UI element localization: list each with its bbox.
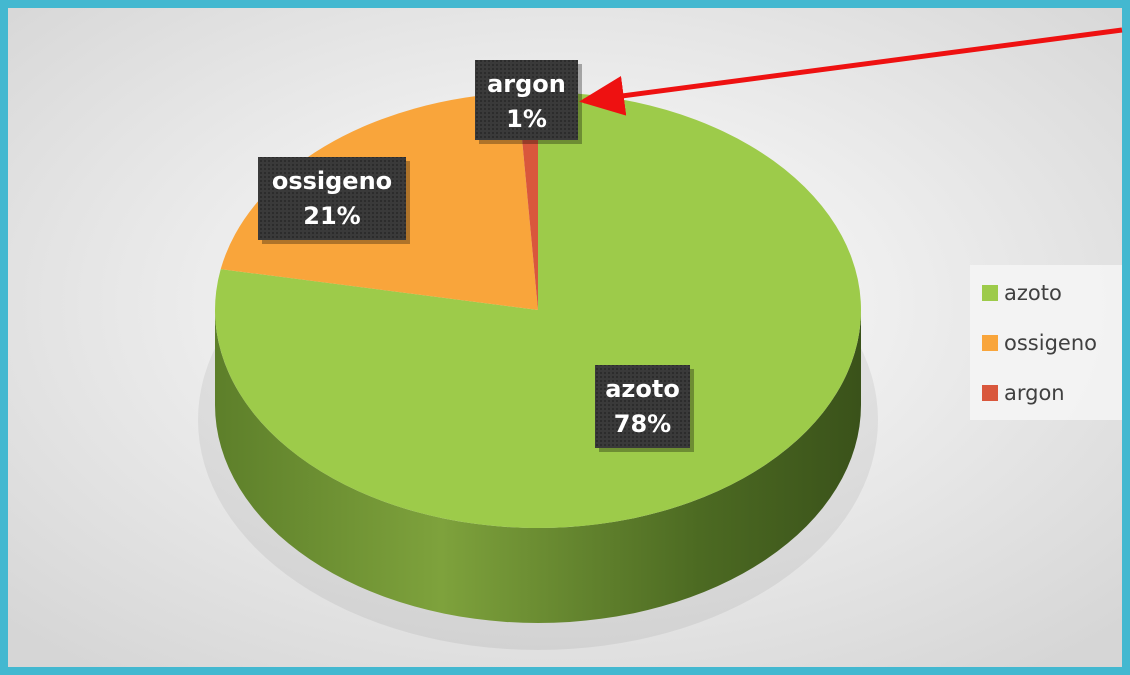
label-box: [475, 60, 578, 140]
label-value: 78%: [614, 410, 671, 438]
legend-swatch: [982, 285, 998, 301]
label-box: [595, 365, 690, 448]
data-labels: azoto 78% ossigeno 21% argon 1%: [258, 60, 694, 452]
label-value: 1%: [506, 105, 547, 133]
legend-label: argon: [1004, 381, 1065, 405]
label-name: ossigeno: [272, 167, 392, 195]
slice-side: [215, 310, 861, 623]
slice: [517, 92, 538, 310]
slice: [215, 92, 862, 528]
label-box: [258, 157, 406, 240]
legend-label: azoto: [1004, 281, 1062, 305]
label-name: argon: [487, 70, 566, 98]
legend-swatch: [982, 335, 998, 351]
label-name: azoto: [605, 375, 680, 403]
legend-label: ossigeno: [1004, 331, 1097, 355]
legend-swatch: [982, 385, 998, 401]
legend: azoto ossigeno argon: [982, 281, 1097, 405]
label-value: 21%: [303, 202, 360, 230]
arrow: [579, 27, 1123, 116]
